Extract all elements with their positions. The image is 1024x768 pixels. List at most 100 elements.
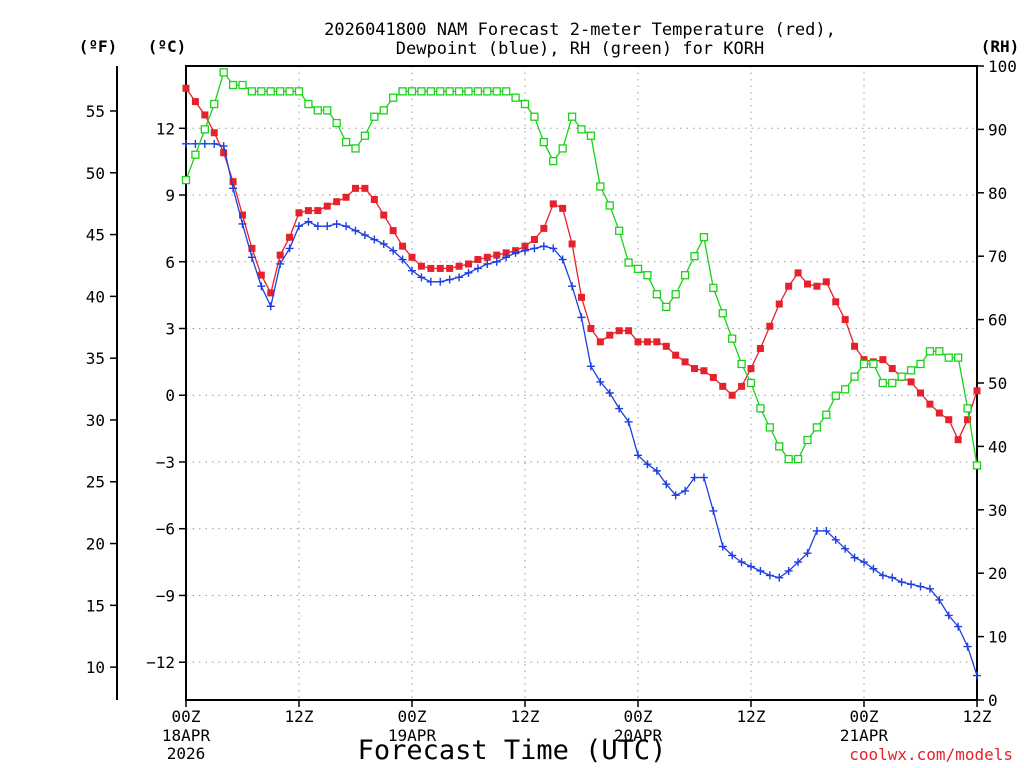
rh-point <box>200 125 209 134</box>
dewpoint-point <box>511 248 520 257</box>
dewpoint-point <box>916 582 925 591</box>
rh-point <box>756 404 765 413</box>
temperature-point <box>643 338 651 346</box>
temperature-point <box>427 264 435 272</box>
celsius-tick-label: 12 <box>156 119 175 138</box>
rh-point <box>247 87 257 96</box>
temperature-point <box>747 365 755 373</box>
temperature-point <box>728 391 736 399</box>
dewpoint-point <box>822 526 831 535</box>
rh-point <box>360 131 370 140</box>
temperature-point <box>879 356 887 364</box>
dewpoint-point <box>370 235 379 244</box>
tick-labels: −12 −9 −6 −3 0 3 6 9 12 10 15 20 25 30 35 40 45 50 55 0 10 20… <box>86 57 1017 763</box>
rh-tick-label: 40 <box>988 437 1007 456</box>
rh-point <box>228 80 238 90</box>
grid-lines <box>186 66 977 700</box>
celsius-tick-label: 9 <box>165 186 175 205</box>
rh-point <box>483 87 492 96</box>
rh-unit-label: (RH) <box>981 37 1020 56</box>
temperature-point <box>822 278 830 286</box>
temperature-point <box>540 224 548 232</box>
temperature-point <box>446 264 454 272</box>
rh-point <box>746 378 756 388</box>
plot-frame <box>185 65 978 701</box>
dewpoint-point <box>313 222 322 231</box>
dewpoint-point <box>445 275 454 284</box>
temperature-point <box>691 365 698 373</box>
dewpoint-point <box>568 282 577 291</box>
temperature-point <box>417 262 425 270</box>
x-axis-title: Forecast Time (UTC) <box>358 735 667 766</box>
rh-point <box>944 353 953 362</box>
fahrenheit-tick-label: 45 <box>86 226 105 245</box>
temperature-point <box>935 409 943 417</box>
rh-tick-label: 100 <box>988 57 1017 76</box>
dewpoint-point <box>577 313 586 322</box>
rh-point <box>662 302 671 312</box>
dewpoint-point <box>502 253 511 262</box>
rh-point <box>954 353 963 362</box>
rh-point <box>323 106 332 115</box>
rh-point <box>709 283 718 293</box>
rh-point <box>793 454 803 464</box>
axes <box>116 65 978 701</box>
dewpoint-point <box>182 139 190 148</box>
celsius-tick-label: −12 <box>146 653 175 672</box>
time-tick-label: 12Z <box>963 707 992 726</box>
dewpoint-point <box>417 273 426 282</box>
rh-point <box>276 87 285 96</box>
temperature-point <box>361 184 369 192</box>
time-tick-label: 12Z <box>511 707 540 726</box>
temperature-point <box>851 342 859 350</box>
temperature-point <box>408 253 416 261</box>
temperature-point <box>672 351 680 359</box>
dewpoint-point <box>549 244 558 253</box>
temperature-point <box>276 251 284 259</box>
rh-point <box>520 99 530 109</box>
dewpoint-point <box>775 573 784 582</box>
dewpoint-point <box>351 226 360 235</box>
dewpoint-point <box>963 642 972 651</box>
temperature-point <box>210 129 218 137</box>
dewpoint-point <box>285 244 294 253</box>
rh-point <box>643 271 652 280</box>
series-lines <box>181 68 982 680</box>
dewpoint-point <box>332 219 341 228</box>
rh-point <box>624 258 633 267</box>
dewpoint-point <box>200 139 209 148</box>
dewpoint-point <box>935 595 944 604</box>
celsius-unit-label: (ºC) <box>148 37 187 56</box>
rh-point <box>464 87 473 96</box>
rh-point <box>897 372 906 381</box>
fahrenheit-tick-label: 25 <box>86 473 105 492</box>
dewpoint-point <box>850 553 859 562</box>
rh-point <box>831 391 840 400</box>
rh-point <box>963 404 972 413</box>
dewpoint-point <box>539 242 548 251</box>
temperature-point <box>634 338 642 346</box>
rh-point <box>925 347 935 356</box>
dewpoint-point <box>530 244 539 253</box>
temperature-point <box>549 200 557 208</box>
time-tick-label: 00Z <box>398 707 427 726</box>
temperature-point <box>832 298 840 306</box>
dewpoint-point <box>295 222 303 231</box>
rh-point <box>812 423 822 432</box>
dewpoint-point <box>794 558 803 567</box>
dewpoint-point <box>426 277 435 286</box>
temperature-point <box>333 198 341 206</box>
rh-point <box>935 347 944 356</box>
rh-point <box>916 359 925 369</box>
dewpoint-point <box>878 571 887 580</box>
dewpoint-point <box>756 566 765 575</box>
dewpoint-point <box>973 671 981 680</box>
rh-point <box>539 137 548 147</box>
rh-point <box>181 175 191 185</box>
rh-tick-label: 20 <box>988 564 1007 583</box>
dewpoint-point <box>605 389 614 398</box>
fahrenheit-tick-label: 30 <box>86 411 105 430</box>
temperature-point <box>248 244 256 252</box>
dewpoint-point <box>464 268 473 277</box>
rh-tick-label: 30 <box>988 501 1007 520</box>
